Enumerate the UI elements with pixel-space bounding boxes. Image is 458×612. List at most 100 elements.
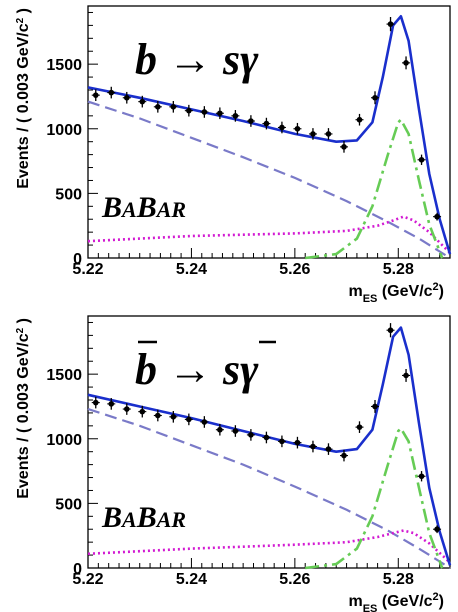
x-axis-label-sub: ES: [363, 293, 378, 305]
data-point: [92, 92, 99, 98]
data-point: [217, 110, 223, 117]
y-axis-label: Events / ( 0.003 GeV/c2 ): [15, 8, 33, 189]
panel-top: 5.22 5.24 5.26 5.28 0 500 1000 1500 mES (GeV/c2)…: [15, 5, 452, 305]
data-point: [325, 131, 332, 137]
data-point: [232, 113, 239, 119]
data-point: [418, 473, 425, 480]
x-axis-label-unit: (GeV/c: [377, 593, 432, 610]
process-s-quark: s: [222, 35, 240, 84]
experiment-label-a: A: [120, 197, 137, 222]
data-point: [155, 104, 161, 110]
experiment-label-b: B: [136, 501, 157, 534]
y-tick-label: 500: [55, 186, 82, 203]
data-point: [248, 118, 254, 124]
data-point: [356, 424, 363, 430]
data-point: [387, 327, 394, 334]
process-photon: γ: [240, 345, 259, 394]
experiment-label-b: B: [136, 191, 157, 224]
x-tick-label: 5.24: [176, 571, 207, 588]
data-point: [186, 107, 192, 114]
process-label: b → sγ: [135, 345, 259, 394]
x-axis-label-sub: ES: [363, 603, 378, 612]
data-point: [434, 213, 440, 220]
data-point: [186, 416, 192, 423]
x-tick-label: 5.22: [72, 261, 103, 278]
data-point: [108, 401, 115, 407]
data-point: [108, 89, 115, 96]
data-point: [294, 439, 301, 446]
combinatorial-background-curve: [87, 100, 451, 259]
x-tick-label: 5.22: [72, 571, 103, 588]
process-photon: γ: [240, 35, 259, 84]
data-point: [434, 526, 440, 533]
process-quark: b: [135, 35, 157, 84]
experiment-label-ar: AR: [155, 197, 186, 222]
x-axis-label-close: ): [439, 593, 444, 610]
y-tick-label: 1000: [46, 122, 82, 139]
data-point: [341, 452, 347, 459]
data-point: [263, 120, 270, 127]
total-fit-curve: [87, 14, 452, 255]
data-point: [232, 428, 239, 434]
plot-frame: [87, 315, 451, 569]
data-point: [139, 98, 146, 105]
peaking-background-curve: [87, 529, 451, 564]
experiment-label: BABAR: [101, 191, 186, 224]
y-tick-label: 500: [55, 496, 82, 513]
data-point: [217, 426, 223, 433]
process-label: b → sγ: [135, 35, 259, 84]
data-point: [341, 144, 347, 150]
data-point: [170, 104, 177, 110]
x-axis-label-m: m: [348, 593, 362, 610]
x-tick-label: 5.26: [279, 261, 310, 278]
x-axis-label-sup: 2: [433, 591, 439, 603]
data-point: [263, 434, 270, 441]
combinatorial-background-curve: [87, 407, 451, 569]
signal-curve: [305, 426, 444, 570]
x-tick-label: 5.24: [176, 261, 207, 278]
process-s-quark: s: [222, 345, 240, 394]
y-axis-label-sup: 2: [15, 327, 26, 333]
data-point: [123, 94, 130, 101]
data-point: [92, 399, 99, 406]
data-point: [325, 446, 332, 452]
experiment-label-b: B: [101, 501, 122, 534]
data-point: [310, 443, 316, 450]
signal-curve: [305, 117, 444, 260]
x-axis-label: mES (GeV/c2): [348, 591, 444, 612]
process-arrow: →: [157, 35, 223, 84]
data-point: [418, 156, 425, 163]
data-point: [139, 408, 146, 415]
experiment-label-ar: AR: [155, 507, 186, 532]
experiment-label-a: A: [120, 507, 137, 532]
process-arrow: →: [157, 345, 223, 394]
data-point: [372, 94, 378, 101]
data-point: [279, 438, 285, 445]
x-axis-label-m: m: [348, 283, 362, 300]
y-axis-label-text: Events / ( 0.003 GeV/c: [15, 333, 32, 499]
x-axis-label: mES (GeV/c2): [348, 281, 444, 305]
y-tick-label: 1500: [46, 57, 82, 74]
x-axis-label-close: ): [439, 283, 444, 300]
process-quark: b: [135, 345, 157, 394]
data-point: [310, 131, 316, 137]
y-tick-label: 0: [73, 251, 82, 268]
y-axis-label-close: ): [15, 8, 32, 18]
data-point: [201, 109, 208, 115]
data-point: [372, 403, 378, 410]
plot-frame: [87, 5, 451, 259]
x-axis-label-unit: (GeV/c: [377, 283, 432, 300]
y-tick-label: 1500: [46, 367, 82, 384]
peaking-background-curve: [87, 215, 451, 254]
y-axis-label-close: ): [15, 318, 32, 328]
x-tick-label: 5.28: [383, 571, 414, 588]
data-point: [248, 432, 254, 438]
y-axis-label-text: Events / ( 0.003 GeV/c: [15, 23, 32, 189]
x-axis-label-sup: 2: [433, 281, 439, 293]
experiment-label-b: B: [101, 191, 122, 224]
x-tick-label: 5.26: [279, 571, 310, 588]
x-tick-label: 5.28: [383, 261, 414, 278]
data-point: [387, 21, 394, 27]
